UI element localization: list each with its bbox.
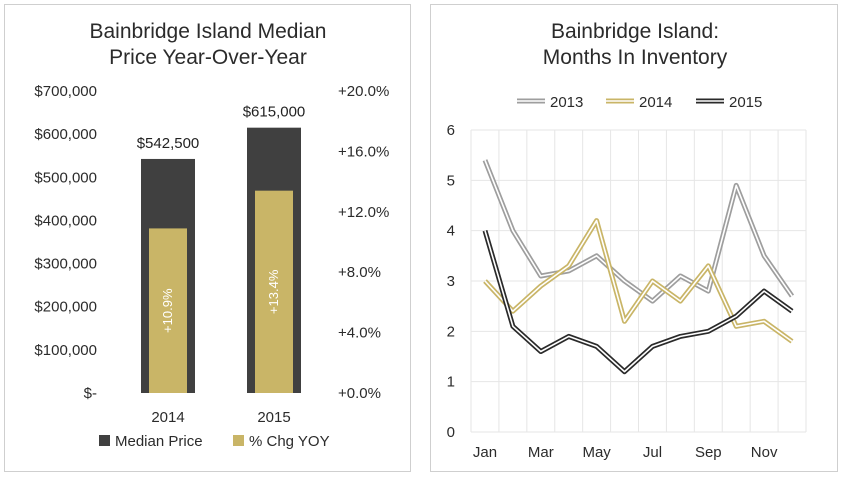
- y-axis-tick-label: 4: [447, 223, 455, 240]
- right-axis-tick-label: +16.0%: [338, 143, 389, 160]
- x-axis-category-label: 2014: [151, 409, 184, 426]
- y-axis-tick-label: 6: [447, 122, 455, 139]
- left-axis-tick-label: $300,000: [34, 256, 97, 273]
- chart-title-line: Price Year-Over-Year: [109, 46, 307, 69]
- left-axis-tick-label: $-: [84, 385, 97, 402]
- y-axis-tick-label: 3: [447, 273, 455, 290]
- y-axis-tick-label: 2: [447, 323, 455, 340]
- left-axis-tick-label: $200,000: [34, 299, 97, 316]
- months-inventory-chart: Bainbridge Island: Months In Inventory 0 1 2…: [447, 20, 807, 461]
- left-axis-tick-label: $100,000: [34, 342, 97, 359]
- y-axis-tick-label: 0: [447, 424, 455, 441]
- x-axis-month-label: Sep: [695, 444, 722, 461]
- legend-median-price-swatch: [99, 435, 110, 446]
- series-2013-line-inner: [484, 159, 793, 302]
- x-axis-month-label: Jan: [473, 444, 497, 461]
- x-axis-month-label: May: [582, 444, 611, 461]
- x-axis-month-label: Mar: [528, 444, 554, 461]
- median-price-chart-panel: Bainbridge Island Median Price Year-Over-…: [4, 4, 411, 472]
- x-axis-category-label: 2015: [257, 409, 290, 426]
- left-axis-tick-label: $700,000: [34, 83, 97, 100]
- series-2015-line-inner: [484, 230, 793, 373]
- chart-title-line: Bainbridge Island Median: [90, 20, 327, 43]
- right-axis-tick-label: +12.0%: [338, 204, 389, 221]
- series-2014-line-inner: [484, 219, 793, 343]
- legend-series-2014-label: 2014: [639, 94, 672, 111]
- yoy-change-data-label: +10.9%: [160, 288, 175, 333]
- legend-series-2013-label: 2013: [550, 94, 583, 111]
- left-axis-tick-label: $600,000: [34, 126, 97, 143]
- legend-series-2015-label: 2015: [729, 94, 762, 111]
- median-price-data-label: $542,500: [137, 135, 200, 152]
- left-axis-tick-label: $400,000: [34, 212, 97, 229]
- legend-median-price-label: Median Price: [115, 433, 203, 450]
- legend-yoy-change-swatch: [233, 435, 244, 446]
- right-axis-tick-label: +0.0%: [338, 385, 381, 402]
- legend-yoy-change-label: % Chg YOY: [249, 433, 330, 450]
- yoy-change-data-label: +13.4%: [266, 269, 281, 314]
- y-axis-tick-label: 1: [447, 374, 455, 391]
- x-axis-month-label: Jul: [643, 444, 662, 461]
- y-axis-tick-label: 5: [447, 172, 455, 189]
- left-axis-tick-label: $500,000: [34, 169, 97, 186]
- right-axis-tick-label: +8.0%: [338, 264, 381, 281]
- median-price-chart: Bainbridge Island Median Price Year-Over-…: [34, 20, 389, 450]
- yoy-change-bar: [255, 190, 293, 393]
- right-axis-tick-label: +20.0%: [338, 83, 389, 100]
- median-price-data-label: $615,000: [243, 104, 306, 121]
- inventory-chart-panel: Bainbridge Island: Months In Inventory 0 1 2…: [430, 4, 838, 472]
- x-axis-month-label: Nov: [751, 444, 778, 461]
- chart-title-line: Bainbridge Island:: [551, 20, 719, 43]
- chart-title-line: Months In Inventory: [543, 46, 728, 69]
- yoy-change-bar: [149, 228, 187, 393]
- right-axis-tick-label: +4.0%: [338, 325, 381, 342]
